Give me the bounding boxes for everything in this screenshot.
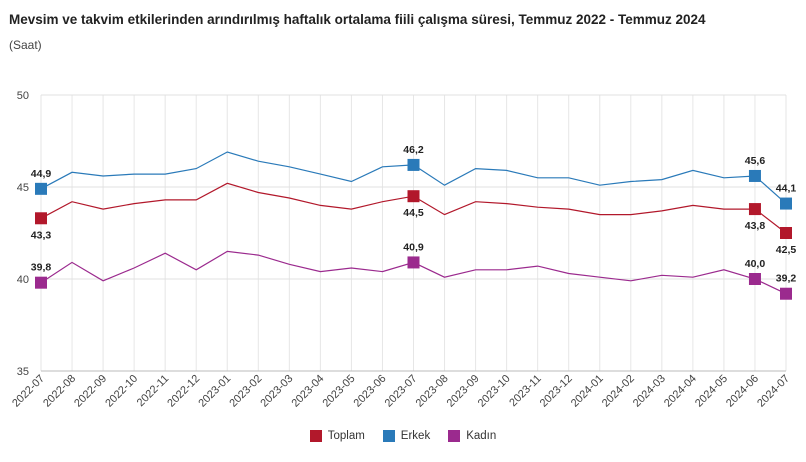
data-label: 44,9 xyxy=(31,168,52,180)
data-point-marker xyxy=(35,182,47,195)
data-point-marker xyxy=(780,287,792,300)
data-label: 43,8 xyxy=(745,220,766,232)
chart-title: Mevsim ve takvim etkilerinden arındırılm… xyxy=(9,12,706,27)
data-label: 46,2 xyxy=(403,144,424,156)
legend-swatch xyxy=(448,430,461,442)
x-tick-label: 2023-05 xyxy=(321,373,358,410)
data-point-marker xyxy=(407,256,420,269)
x-tick-label: 2023-07 xyxy=(383,373,420,410)
data-label: 44,5 xyxy=(403,207,424,219)
x-tick-label: 2023-10 xyxy=(476,373,513,410)
y-tick-label: 40 xyxy=(17,274,29,286)
x-tick-label: 2023-12 xyxy=(538,373,575,410)
x-tick-label: 2022-12 xyxy=(165,373,202,410)
legend-label: Toplam xyxy=(327,430,365,442)
legend-label: Erkek xyxy=(400,430,431,442)
data-label: 42,5 xyxy=(776,244,797,256)
legend-swatch xyxy=(309,430,322,442)
x-tick-label: 2022-07 xyxy=(10,373,47,410)
legend-item-erkek[interactable]: Erkek xyxy=(382,430,431,442)
data-point-marker xyxy=(780,197,792,210)
x-tick-label: 2022-11 xyxy=(135,373,171,409)
y-tick-label: 45 xyxy=(17,182,29,194)
x-tick-label: 2022-09 xyxy=(72,373,109,410)
x-tick-label: 2024-05 xyxy=(693,373,730,410)
x-tick-label: 2023-06 xyxy=(352,373,389,410)
data-point-marker xyxy=(748,203,761,216)
x-tick-label: 2023-04 xyxy=(289,373,326,410)
x-tick-label: 2024-03 xyxy=(631,373,668,410)
data-label: 43,3 xyxy=(31,229,52,241)
legend-label: Kadın xyxy=(466,430,497,442)
legend-swatch xyxy=(382,430,395,442)
x-tick-label: 2024-01 xyxy=(569,373,606,410)
x-tick-label: 2024-02 xyxy=(600,373,637,410)
y-tick-label: 50 xyxy=(17,90,29,102)
data-point-marker xyxy=(35,276,47,289)
data-point-marker xyxy=(407,158,420,171)
data-label: 45,6 xyxy=(745,155,766,167)
chart-legend: Toplam Erkek Kadın xyxy=(0,430,806,442)
x-tick-label: 2024-04 xyxy=(662,373,699,410)
data-label: 40,9 xyxy=(403,241,424,253)
data-point-marker xyxy=(35,212,47,225)
data-point-marker xyxy=(748,169,761,182)
x-tick-label: 2022-08 xyxy=(41,373,78,410)
data-point-marker xyxy=(748,273,761,285)
data-point-marker xyxy=(780,227,792,239)
chart-subtitle: (Saat) xyxy=(9,38,42,52)
data-label: 39,2 xyxy=(776,273,797,285)
data-label: 44,1 xyxy=(776,183,797,195)
x-tick-label: 2022-10 xyxy=(103,373,140,410)
x-tick-label: 2023-02 xyxy=(227,373,264,410)
y-tick-label: 35 xyxy=(17,366,29,378)
x-tick-label: 2023-01 xyxy=(196,373,233,410)
legend-item-kadın[interactable]: Kadın xyxy=(448,430,496,442)
x-tick-label: 2023-09 xyxy=(445,373,482,410)
x-tick-label: 2024-06 xyxy=(724,373,761,410)
x-tick-label: 2023-03 xyxy=(258,373,295,410)
data-point-marker xyxy=(407,190,420,203)
legend-item-toplam[interactable]: Toplam xyxy=(309,430,365,442)
x-tick-label: 2023-11 xyxy=(507,373,543,409)
x-tick-label: 2024-07 xyxy=(755,373,792,410)
data-label: 39,8 xyxy=(31,262,52,274)
data-label: 40,0 xyxy=(745,258,766,270)
x-tick-label: 2023-08 xyxy=(414,373,451,410)
